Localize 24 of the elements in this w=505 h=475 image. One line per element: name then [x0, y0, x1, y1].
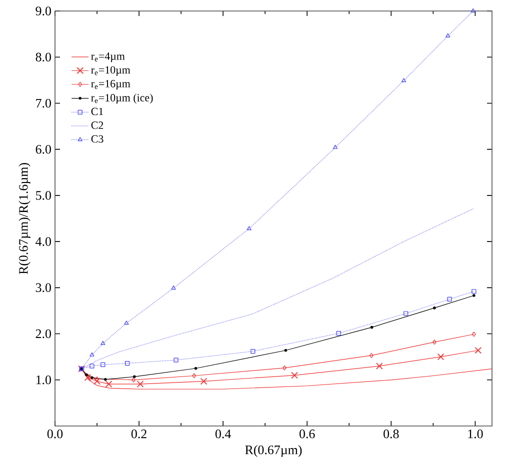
x-tick-label: 0.4 — [215, 430, 231, 438]
legend-label: r$_{e}$=16µm — [91, 80, 130, 90]
y-tick-label: 5.0 — [36, 191, 51, 200]
y-tick-label: 8.0 — [36, 52, 51, 62]
y-tick-label: 7.0 — [36, 98, 51, 108]
x-tick-label: 0.6 — [300, 430, 315, 438]
legend-label: C2 — [91, 122, 104, 129]
legend-label: C1 — [91, 108, 104, 116]
x-axis-title: R(0.67µm) — [245, 445, 302, 457]
x-tick-label: 0.8 — [384, 430, 399, 438]
legend-label: r$_{e}$=4µm — [91, 52, 125, 62]
y-tick-label: 4.0 — [36, 237, 51, 246]
x-tick-label: 1.0 — [468, 430, 483, 438]
legend-label: r$_{e}$=10µm — [91, 66, 130, 76]
y-tick-label: 9.0 — [36, 6, 51, 16]
y-tick-label: 1.0 — [36, 375, 51, 384]
legend-label: C3 — [91, 135, 104, 143]
x-tick-label: 0.0 — [47, 430, 63, 438]
x-tick-label: 0.2 — [131, 430, 146, 438]
y-tick-label: 2.0 — [36, 329, 51, 338]
y-tick-label: 3.0 — [36, 283, 51, 292]
legend-label: r$_{e}$=10µm (ice) — [91, 94, 153, 104]
y-tick-label: 6.0 — [36, 144, 51, 154]
y-axis-title: R(0.67µm)/R(1.6µm) — [18, 163, 30, 274]
